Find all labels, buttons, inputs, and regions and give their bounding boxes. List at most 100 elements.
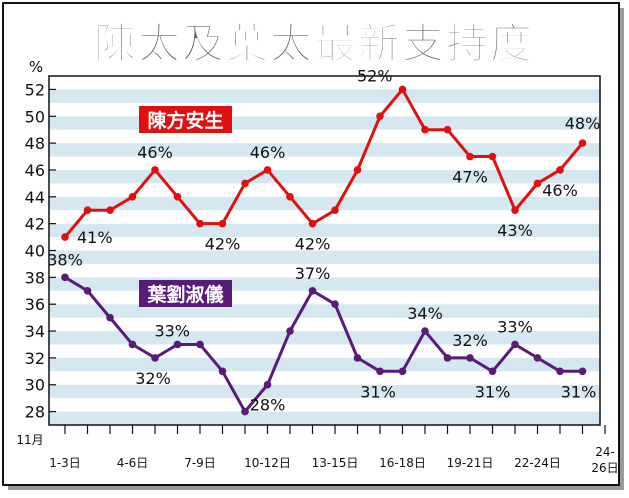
grid-band xyxy=(49,263,600,278)
y-tick-label: 46 xyxy=(25,161,45,180)
x-tick-label: 13-15日 xyxy=(312,456,359,470)
data-point xyxy=(556,166,564,174)
data-point xyxy=(556,367,564,376)
data-point xyxy=(151,354,159,362)
data-point xyxy=(421,327,429,335)
grid-band xyxy=(49,411,600,425)
x-tick-label: 4-6日 xyxy=(117,456,149,470)
grid-band xyxy=(49,344,600,358)
x-tick-label: 22-24日 xyxy=(514,456,561,470)
data-point xyxy=(466,354,474,362)
data-point xyxy=(376,367,384,376)
data-label: 41% xyxy=(77,228,113,247)
x-tick-label: 24-26日 xyxy=(591,445,618,475)
data-point xyxy=(466,152,474,161)
y-tick-label: 28 xyxy=(25,403,45,422)
data-point xyxy=(106,313,114,322)
data-point xyxy=(488,367,497,376)
month-label: 11月 xyxy=(16,433,43,447)
data-point xyxy=(218,219,227,228)
data-label: 34% xyxy=(407,304,443,323)
y-tick-label: 30 xyxy=(25,376,45,395)
data-label: 43% xyxy=(497,221,533,240)
data-point xyxy=(286,327,294,335)
data-point xyxy=(488,152,497,161)
data-point xyxy=(263,166,272,174)
x-tick-label: 19-21日 xyxy=(447,456,494,470)
grid-band xyxy=(49,183,600,197)
grid-band xyxy=(49,89,600,103)
data-point xyxy=(511,340,519,349)
data-label: 42% xyxy=(295,235,331,254)
grid-band xyxy=(49,237,600,251)
legend-box-2 xyxy=(139,280,232,307)
legend-label-2: 葉劉淑儀 xyxy=(146,283,223,306)
data-point xyxy=(308,286,317,295)
data-label: 33% xyxy=(154,321,190,340)
data-point xyxy=(443,354,452,362)
data-label: 31% xyxy=(360,382,396,401)
data-point xyxy=(241,179,249,188)
series-layer xyxy=(61,85,587,416)
data-point xyxy=(106,206,114,215)
grid-band xyxy=(49,102,600,117)
data-label: 33% xyxy=(497,317,533,336)
data-point xyxy=(196,340,204,349)
data-point xyxy=(511,206,519,215)
data-label: 28% xyxy=(250,396,286,415)
data-point xyxy=(398,85,407,94)
data-point xyxy=(443,125,452,134)
chart-title: 陳太及葉太最新支持度 xyxy=(94,19,534,68)
data-label: 38% xyxy=(47,250,83,269)
data-point xyxy=(376,112,384,121)
data-point xyxy=(263,380,272,389)
y-tick-label: 38 xyxy=(25,268,45,287)
x-tick-label: 16-18日 xyxy=(379,456,426,470)
data-point xyxy=(151,166,159,174)
data-label: 47% xyxy=(452,168,488,187)
grid-band xyxy=(49,317,600,332)
y-tick-label: 48 xyxy=(25,134,45,153)
data-point xyxy=(578,367,587,376)
y-tick-label: 40 xyxy=(25,242,45,261)
data-point xyxy=(218,367,227,376)
data-point xyxy=(308,219,317,228)
y-axis-label: % xyxy=(29,58,43,76)
data-label: 31% xyxy=(561,382,597,401)
data-point xyxy=(421,125,429,134)
grid-band xyxy=(49,357,600,372)
grid-band xyxy=(49,169,600,184)
grid-band xyxy=(49,116,600,130)
data-label: 46% xyxy=(137,143,173,162)
grid-band xyxy=(49,156,600,170)
data-point xyxy=(241,407,249,416)
grid-band xyxy=(49,250,600,264)
data-point xyxy=(331,206,339,215)
data-label: 48% xyxy=(565,114,601,133)
x-tick-label: 1-3日 xyxy=(49,456,81,470)
data-point xyxy=(331,300,339,308)
y-tick-label: 42 xyxy=(25,215,45,234)
x-tick-label: 7-9日 xyxy=(184,456,216,470)
data-point xyxy=(61,273,69,282)
grid-band xyxy=(49,384,600,399)
data-point xyxy=(353,166,362,174)
data-label: 46% xyxy=(542,181,578,200)
data-label: 37% xyxy=(295,264,331,283)
data-point xyxy=(61,233,69,241)
grid-band xyxy=(49,143,600,157)
data-point xyxy=(173,340,182,349)
grid-band xyxy=(49,371,600,385)
y-tick-label: 52 xyxy=(25,80,45,99)
y-tick-label: 44 xyxy=(25,188,45,207)
data-point xyxy=(533,179,542,188)
axis-layer xyxy=(48,75,606,434)
y-tick-label: 34 xyxy=(25,322,45,341)
text-layer: 陳太及葉太最新支持度 28 30 32 34 36 38 40 42 44 46 48 50 52% 11月… xyxy=(16,18,618,475)
y-tick-label: 36 xyxy=(25,295,45,314)
y-tick-label: 32 xyxy=(25,349,45,368)
data-point xyxy=(533,354,542,362)
data-label: 32% xyxy=(452,331,488,350)
data-label: 31% xyxy=(475,382,511,401)
